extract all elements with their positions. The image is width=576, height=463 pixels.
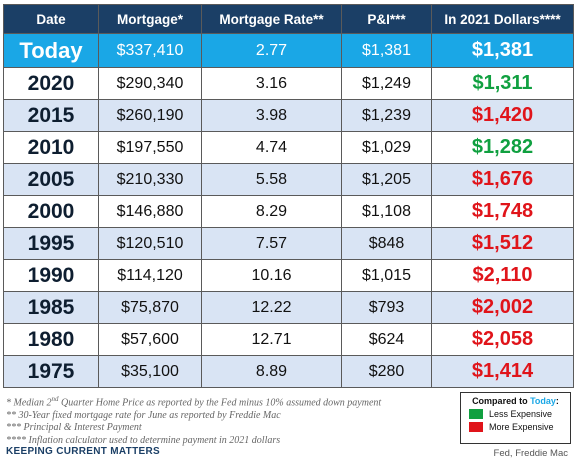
dollars-2021-cell: $1,676 [431, 163, 574, 196]
rate-cell: 8.89 [201, 355, 342, 388]
table-row-today: Today $337,410 2.77 $1,381 $1,381 [3, 33, 574, 68]
legend-label-less: Less Expensive [489, 409, 553, 419]
dollars-2021-cell: $1,282 [431, 131, 574, 164]
source-note: Fed, Freddie Mac [493, 448, 568, 459]
pi-cell: $793 [341, 291, 432, 324]
col-header-date: Date [3, 4, 99, 34]
year-cell: 1990 [3, 259, 99, 292]
rate-cell: 2.77 [201, 33, 342, 68]
dollars-2021-cell: $2,110 [431, 259, 574, 292]
rate-cell: 10.16 [201, 259, 342, 292]
table-row: 2005 $210,330 5.58 $1,205 $1,676 [3, 163, 574, 196]
footnote-2: ** 30-Year fixed mortgage rate for June … [6, 409, 281, 421]
mortgage-cell: $57,600 [98, 323, 202, 356]
col-header-pi: P&I*** [341, 4, 432, 34]
mortgage-cell: $35,100 [98, 355, 202, 388]
mortgage-history-table: Date Mortgage* Mortgage Rate** P&I*** In… [3, 4, 574, 388]
year-cell: 2010 [3, 131, 99, 164]
legend-label-more: More Expensive [489, 422, 554, 432]
year-cell: 1975 [3, 355, 99, 388]
footnote-1-superscript: nd [51, 395, 59, 403]
legend-title-prefix: Compared to [472, 396, 531, 406]
mortgage-cell: $146,880 [98, 195, 202, 228]
year-cell: 2005 [3, 163, 99, 196]
mortgage-cell: $197,550 [98, 131, 202, 164]
footnote-3: *** Principal & Interest Payment [6, 422, 142, 434]
legend-swatch-green [469, 409, 483, 419]
table-row: 2010 $197,550 4.74 $1,029 $1,282 [3, 131, 574, 164]
legend-item-more: More Expensive [469, 422, 570, 432]
legend-title: Compared to Today: [461, 396, 570, 406]
mortgage-cell: $337,410 [98, 33, 202, 68]
mortgage-cell: $120,510 [98, 227, 202, 260]
table-row: 1995 $120,510 7.57 $848 $1,512 [3, 227, 574, 260]
legend-title-suffix: : [555, 396, 559, 406]
footnotes: * Median 2nd Quarter Home Price as repor… [6, 393, 381, 447]
legend-swatch-red [469, 422, 483, 432]
dollars-2021-cell: $1,414 [431, 355, 574, 388]
rate-cell: 3.98 [201, 99, 342, 132]
pi-cell: $280 [341, 355, 432, 388]
rate-cell: 3.16 [201, 67, 342, 100]
pi-cell: $1,015 [341, 259, 432, 292]
footnote-4: **** Inflation calculator used to determ… [6, 434, 281, 446]
legend-box: Compared to Today: Less Expensive More E… [460, 392, 571, 444]
table-row: 2020 $290,340 3.16 $1,249 $1,311 [3, 67, 574, 100]
year-cell: 1980 [3, 323, 99, 356]
year-cell: 2020 [3, 67, 99, 100]
table-row: 2015 $260,190 3.98 $1,239 $1,420 [3, 99, 574, 132]
footnote-1-text-rest: Quarter Home Price as reported by the Fe… [58, 397, 382, 409]
table-row: 2000 $146,880 8.29 $1,108 $1,748 [3, 195, 574, 228]
rate-cell: 5.58 [201, 163, 342, 196]
dollars-2021-cell: $1,748 [431, 195, 574, 228]
dollars-2021-cell: $1,311 [431, 67, 574, 100]
pi-cell: $1,029 [341, 131, 432, 164]
col-header-mortgage-rate: Mortgage Rate** [201, 4, 342, 34]
mortgage-cell: $75,870 [98, 291, 202, 324]
footnote-1-text: * Median 2 [6, 397, 52, 409]
mortgage-cell: $210,330 [98, 163, 202, 196]
pi-cell: $1,239 [341, 99, 432, 132]
table-row: 1985 $75,870 12.22 $793 $2,002 [3, 291, 574, 324]
mortgage-cell: $260,190 [98, 99, 202, 132]
rate-cell: 12.71 [201, 323, 342, 356]
dollars-2021-cell: $1,420 [431, 99, 574, 132]
legend-title-today: Today [530, 396, 556, 406]
dollars-2021-cell: $2,058 [431, 323, 574, 356]
mortgage-cell: $114,120 [98, 259, 202, 292]
table-row: 1975 $35,100 8.89 $280 $1,414 [3, 355, 574, 388]
table-header-row: Date Mortgage* Mortgage Rate** P&I*** In… [3, 4, 574, 34]
col-header-mortgage: Mortgage* [98, 4, 202, 34]
footnote-1: * Median 2nd Quarter Home Price as repor… [6, 393, 381, 410]
brand-logo-text: KEEPING CURRENT MATTERS [6, 446, 160, 457]
dollars-2021-cell: $1,381 [431, 33, 574, 68]
table-row: 1990 $114,120 10.16 $1,015 $2,110 [3, 259, 574, 292]
mortgage-cell: $290,340 [98, 67, 202, 100]
year-cell: Today [3, 33, 99, 68]
pi-cell: $624 [341, 323, 432, 356]
year-cell: 2015 [3, 99, 99, 132]
dollars-2021-cell: $1,512 [431, 227, 574, 260]
pi-cell: $1,381 [341, 33, 432, 68]
rate-cell: 4.74 [201, 131, 342, 164]
rate-cell: 7.57 [201, 227, 342, 260]
rate-cell: 12.22 [201, 291, 342, 324]
rate-cell: 8.29 [201, 195, 342, 228]
table-row: 1980 $57,600 12.71 $624 $2,058 [3, 323, 574, 356]
year-cell: 1995 [3, 227, 99, 260]
col-header-2021-dollars: In 2021 Dollars**** [431, 4, 574, 34]
year-cell: 1985 [3, 291, 99, 324]
pi-cell: $1,108 [341, 195, 432, 228]
year-cell: 2000 [3, 195, 99, 228]
pi-cell: $1,205 [341, 163, 432, 196]
dollars-2021-cell: $2,002 [431, 291, 574, 324]
pi-cell: $1,249 [341, 67, 432, 100]
legend-item-less: Less Expensive [469, 409, 570, 419]
pi-cell: $848 [341, 227, 432, 260]
